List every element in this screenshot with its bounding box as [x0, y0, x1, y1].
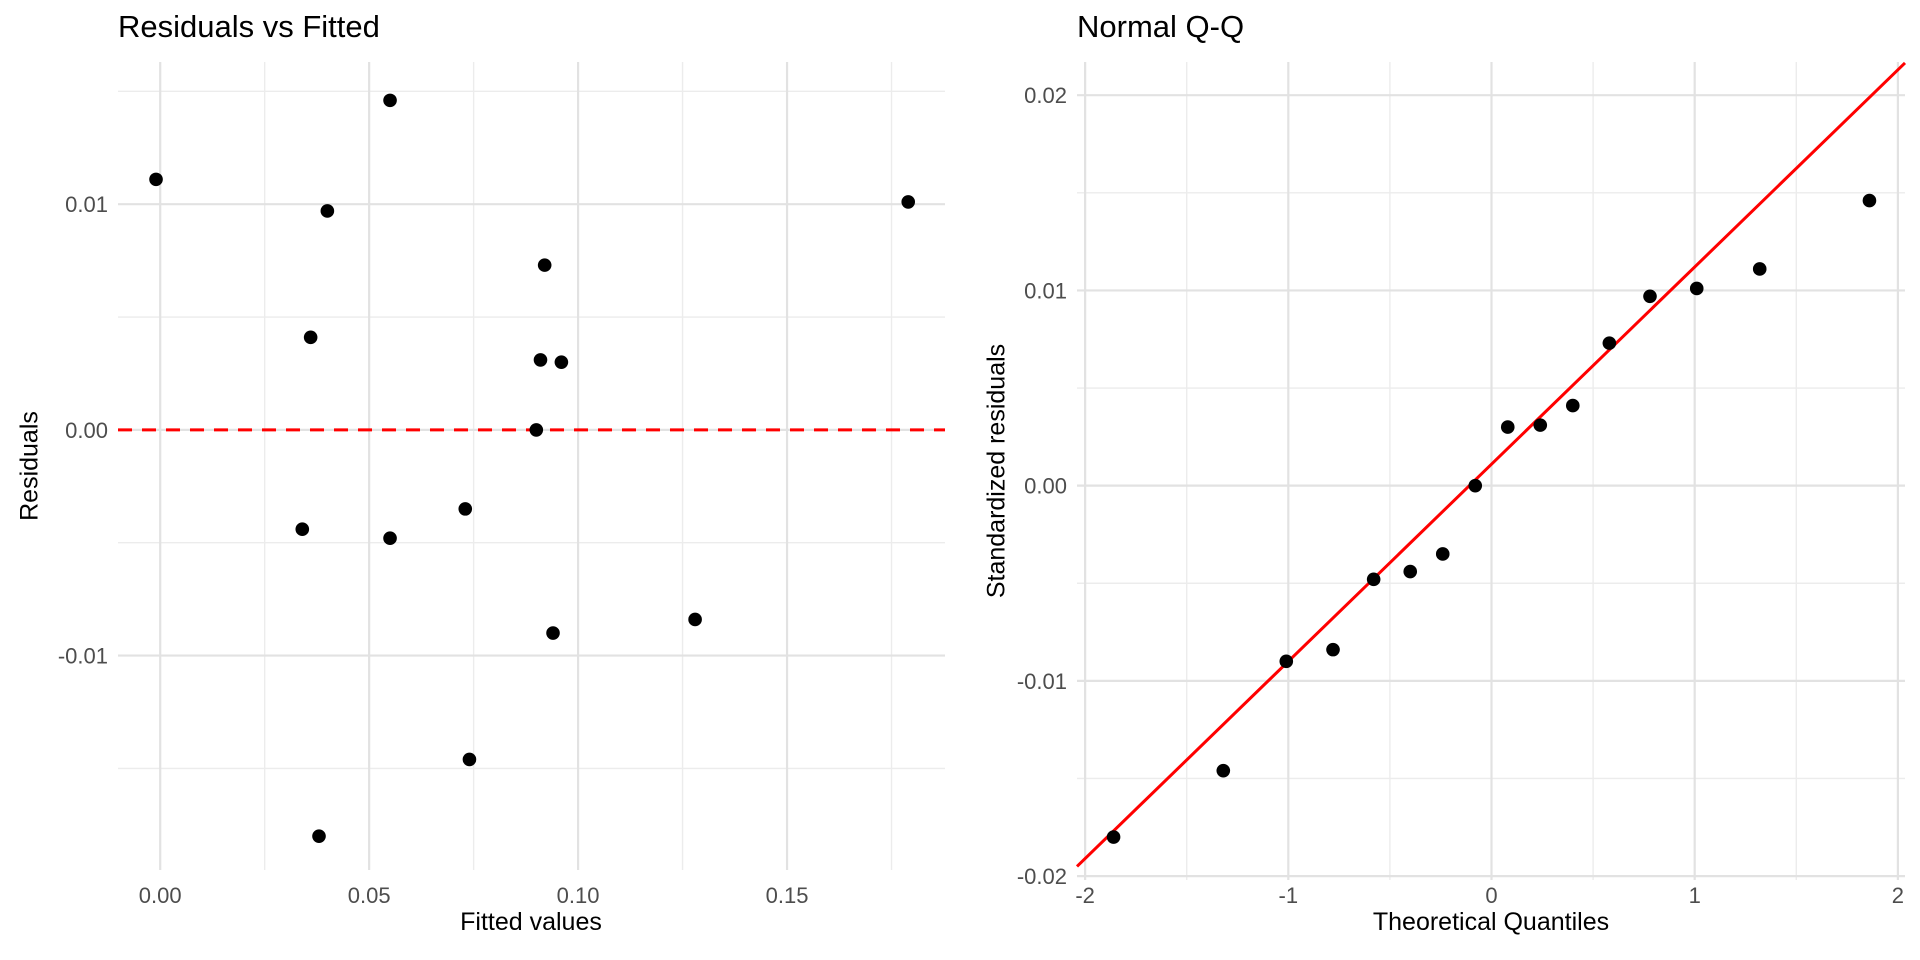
data-point [320, 204, 335, 218]
data-point [1435, 547, 1450, 561]
data-point [554, 355, 569, 369]
x-tick-label: 0.00 [139, 883, 182, 908]
normal-qq-title: Normal Q-Q [1077, 9, 1245, 44]
residuals-axis-title: Residuals [15, 411, 44, 521]
y-tick-label: 0.00 [65, 418, 108, 443]
y-tick-label: 0.00 [1024, 474, 1067, 499]
data-point [688, 612, 702, 627]
data-point [312, 829, 326, 843]
y-tick-label: -0.02 [1017, 864, 1067, 889]
x-tick-label: 0.10 [557, 883, 600, 908]
y-tick-label: -0.01 [1017, 669, 1067, 694]
data-point [462, 752, 477, 767]
data-point [901, 195, 916, 209]
data-point [458, 502, 473, 516]
data-point [1752, 262, 1767, 276]
data-point [1326, 642, 1340, 657]
data-point [1689, 281, 1704, 296]
y-tick-label: -0.01 [58, 644, 108, 669]
data-point [546, 626, 560, 640]
x-tick-label: -1 [1279, 883, 1299, 908]
y-tick-label: 0.01 [1024, 278, 1067, 303]
data-point [529, 423, 544, 437]
data-point [295, 522, 310, 536]
data-point [1279, 654, 1294, 669]
data-point [383, 531, 397, 546]
data-point [1468, 478, 1483, 493]
data-point [1643, 289, 1657, 304]
data-point [149, 172, 163, 187]
y-tick-label: 0.02 [1024, 83, 1067, 108]
x-tick-label: 0.15 [766, 883, 809, 908]
data-point [1366, 572, 1381, 587]
y-tick-label: 0.01 [65, 192, 108, 217]
x-tick-label: 2 [1892, 883, 1904, 908]
x-tick-label: 0.05 [348, 883, 391, 908]
residuals-vs-fitted-title: Residuals vs Fitted [118, 9, 380, 44]
data-point [1403, 564, 1418, 579]
data-point [537, 258, 552, 272]
fitted-values-axis-title: Fitted values [460, 908, 602, 936]
data-point [1602, 336, 1617, 350]
standardized-residuals-axis-title: Standardized residuals [982, 343, 1011, 599]
data-point [1500, 420, 1515, 434]
data-point [1216, 763, 1231, 778]
x-tick-label: -2 [1075, 883, 1095, 908]
data-point [303, 330, 318, 345]
x-tick-label: 1 [1689, 883, 1701, 908]
data-point [1533, 418, 1548, 432]
data-point [1565, 398, 1580, 413]
qq-reference-line [1075, 61, 1907, 868]
data-point [383, 93, 397, 108]
theoretical-quantiles-axis-title: Theoretical Quantiles [1372, 908, 1610, 936]
x-tick-label: 0 [1485, 883, 1497, 908]
data-point [1862, 193, 1877, 208]
data-point [1106, 830, 1121, 844]
data-point [533, 353, 548, 367]
